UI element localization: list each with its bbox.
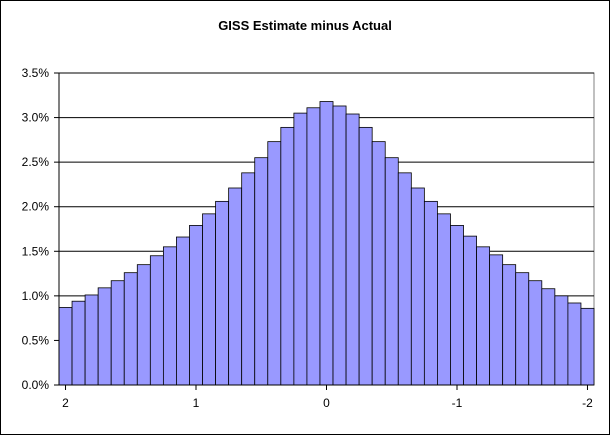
bar: [397, 172, 412, 386]
y-tick-labels: 0.0% 0.5% 1.0% 1.5% 2.0% 2.5% 3.0% 3.5%: [22, 66, 50, 392]
bar: [528, 280, 543, 386]
axes: [54, 72, 594, 390]
bar: [149, 255, 164, 386]
x-tick-label: 0: [323, 396, 330, 410]
x-tick-label: 2: [62, 396, 69, 410]
bar: [280, 126, 295, 386]
bar: [267, 141, 282, 386]
bar: [97, 287, 112, 386]
bar: [423, 200, 438, 386]
bar: [202, 213, 216, 386]
bar: [228, 187, 243, 386]
x-tick-label: 1: [193, 396, 200, 410]
bar: [567, 302, 582, 386]
bar: [371, 141, 386, 386]
bar: [71, 300, 86, 386]
bar: [515, 272, 530, 386]
y-tick-label: 2.5%: [22, 155, 50, 169]
bar: [332, 105, 347, 386]
y-tick-label: 3.5%: [22, 66, 50, 80]
y-tick-label: 0.0%: [22, 378, 50, 392]
bar: [162, 246, 177, 386]
bar: [358, 126, 373, 386]
bars: [58, 101, 595, 386]
bar: [319, 101, 334, 386]
bar: [463, 235, 477, 386]
bar: [345, 113, 360, 386]
y-tick-label: 3.0%: [22, 111, 50, 125]
bar: [58, 307, 73, 386]
bar: [293, 112, 308, 386]
bar: [189, 225, 203, 386]
bar: [306, 107, 321, 386]
y-tick-label: 2.0%: [22, 200, 50, 214]
bar: [410, 187, 425, 386]
bar: [215, 200, 230, 386]
x-tick-labels: 2 1 0 -1 -2: [62, 396, 593, 410]
bar: [554, 295, 569, 386]
bar: [136, 264, 151, 386]
bar: [110, 280, 125, 386]
bar: [541, 288, 556, 386]
chart-title: GISS Estimate minus Actual: [218, 18, 392, 33]
bar: [84, 294, 99, 386]
bar: [241, 172, 256, 386]
bar: [580, 307, 595, 386]
bar: [502, 264, 517, 386]
bar: [450, 225, 464, 386]
bar: [437, 213, 451, 386]
x-tick-label: -2: [582, 396, 593, 410]
bar: [476, 246, 491, 386]
bar: [123, 272, 138, 386]
y-tick-label: 1.0%: [22, 289, 50, 303]
bar: [176, 236, 190, 386]
y-tick-label: 1.5%: [22, 244, 50, 258]
bar: [384, 157, 399, 386]
bar: [254, 157, 269, 386]
x-tick-label: -1: [452, 396, 463, 410]
y-tick-label: 0.5%: [22, 333, 50, 347]
bar: [489, 254, 504, 386]
